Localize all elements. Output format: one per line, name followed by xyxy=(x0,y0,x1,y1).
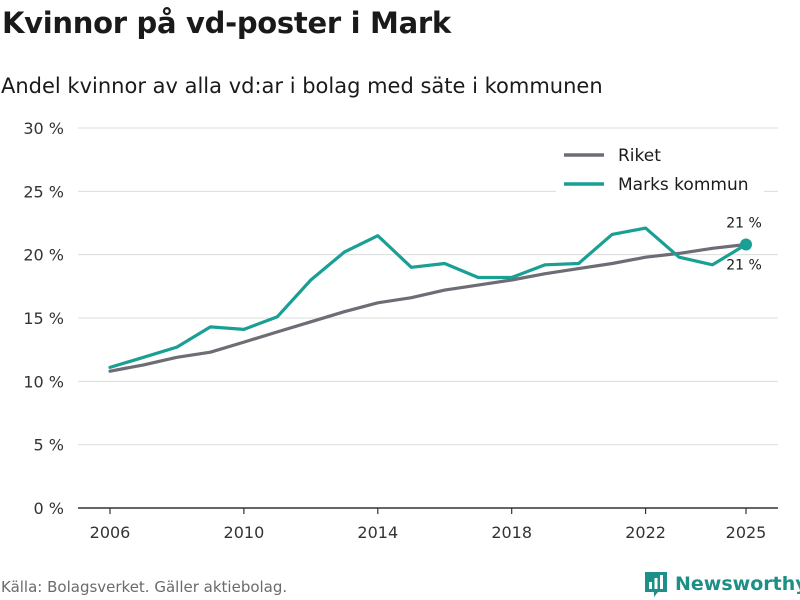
x-tick-label: 2010 xyxy=(224,523,265,542)
source-note: Källa: Bolagsverket. Gäller aktiebolag. xyxy=(1,578,288,596)
y-tick-label: 30 % xyxy=(23,119,64,138)
x-tick-label: 2018 xyxy=(491,523,532,542)
x-tick-label: 2025 xyxy=(726,523,767,542)
x-tick-label: 2022 xyxy=(625,523,666,542)
series-line-kommun xyxy=(108,226,748,369)
y-tick-label: 20 % xyxy=(23,246,64,265)
chart-subtitle: Andel kvinnor av alla vd:ar i bolag med … xyxy=(1,74,603,98)
x-tick-label: 2014 xyxy=(357,523,398,542)
legend-label: Marks kommun xyxy=(618,175,749,195)
legend-background xyxy=(556,138,764,200)
y-tick-label: 25 % xyxy=(23,182,64,201)
y-tick-label: 15 % xyxy=(23,309,64,328)
chart-title: Kvinnor på vd-poster i Mark xyxy=(2,6,451,40)
bar-chart-icon xyxy=(645,572,667,597)
end-value-label: 21 % xyxy=(726,258,762,274)
y-tick-label: 10 % xyxy=(23,372,64,391)
series-line-riket xyxy=(108,242,748,373)
brand-name: Newsworthy xyxy=(675,573,800,595)
end-point-marker xyxy=(740,238,752,251)
y-tick-label: 5 % xyxy=(34,436,64,455)
y-tick-label: 0 % xyxy=(34,499,64,518)
end-value-label: 21 % xyxy=(726,216,762,232)
x-tick-label: 2006 xyxy=(90,523,131,542)
brand-logo: Newsworthy xyxy=(643,570,800,598)
legend-label: Riket xyxy=(618,146,661,166)
